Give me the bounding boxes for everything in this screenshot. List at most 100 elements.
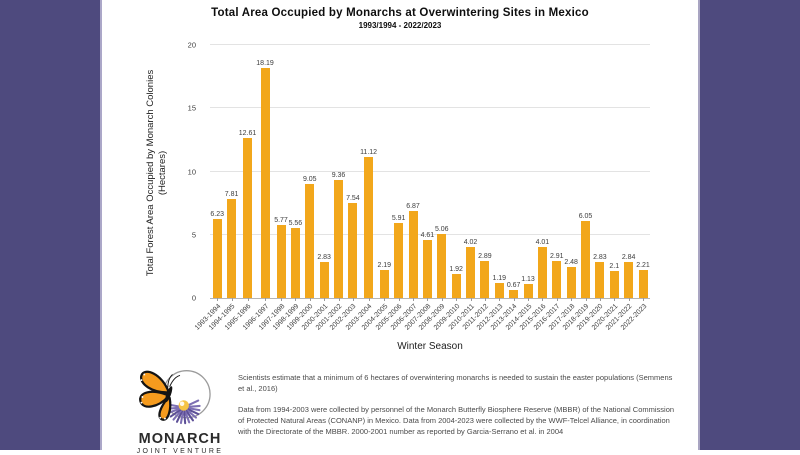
gridline (210, 107, 650, 109)
bar-slot: 7.81 1994-1995 (208, 45, 239, 331)
bar (276, 225, 286, 298)
x-tickmark (247, 298, 249, 301)
bar-value-label: 2.21 (636, 262, 650, 270)
butterfly-icon (139, 370, 181, 421)
flower-center-highlight (179, 401, 185, 407)
monarch-joint-venture-logo: MONARCH JOINT VENTURE (132, 366, 228, 455)
x-tickmark (352, 298, 354, 301)
bar-value-label: 5.77 (274, 217, 288, 225)
bar-slot: 2.21 2022-2023 (619, 45, 650, 332)
bar (638, 270, 648, 298)
bar (379, 270, 389, 298)
bar (595, 262, 605, 298)
footer-notes: Scientists estimate that a minimum of 6 … (238, 366, 677, 455)
bar-slot: 1.19 2012-2013 (476, 45, 507, 332)
x-tickmark (413, 298, 414, 301)
bar-value-label: 1.19 (492, 274, 507, 282)
bar-value-label: 2.91 (549, 253, 564, 261)
x-tickmark (614, 298, 616, 301)
bar (466, 247, 475, 298)
logo-subwordmark: JOINT VENTURE (136, 448, 224, 455)
logo-graphic (139, 370, 211, 425)
x-tickmark (513, 298, 515, 301)
x-tickmark (231, 298, 233, 301)
sustainability-note: Scientists estimate that a minimum of 6 … (238, 373, 673, 394)
y-tick-label: 20 (187, 40, 196, 50)
bar (364, 157, 374, 298)
bar (509, 289, 519, 298)
bar-value-label: 2.89 (478, 253, 492, 261)
x-tickmark (217, 298, 219, 301)
x-tickmark (324, 298, 326, 301)
x-tickmark (528, 298, 529, 301)
x-tickmark (571, 298, 573, 301)
bar-slot: 5.77 1997-1998 (257, 45, 288, 332)
bar-slot: 6.05 2018-2019 (562, 45, 592, 331)
bar-value-label: 2.84 (621, 254, 636, 262)
bar-slot: 7.54 2002-2003 (329, 45, 360, 332)
bar-value-label: 2.83 (317, 254, 331, 262)
x-tickmark (470, 298, 472, 301)
x-tickmark (542, 298, 544, 301)
x-axis-label: Winter Season (397, 341, 463, 352)
bar-value-label: 2.48 (564, 258, 578, 266)
bar-slot: 2.19 2004-2005 (361, 45, 392, 331)
bar-series: 6.23 1993-1994 7.81 1994-1995 12.61 1995-1996… (194, 45, 650, 332)
y-axis-ticks: 0 5 10 15 20 (170, 41, 202, 303)
bar-value-label: 18.19 (256, 59, 274, 67)
data-source-note: Data from 1994-2003 were collected by pe… (238, 404, 675, 437)
gridline (210, 233, 650, 235)
gridline (210, 44, 650, 45)
bar (437, 234, 447, 298)
bar (494, 282, 504, 298)
y-tick-label: 0 (191, 293, 196, 303)
bar-slot: 5.56 1998-1999 (272, 45, 303, 332)
bar-slot: 6.87 2006-2007 (389, 45, 420, 332)
bar-value-label: 6.87 (406, 203, 420, 211)
x-tickmark (265, 298, 267, 301)
bar (422, 239, 432, 298)
bar-slot: 9.36 2001-2002 (315, 45, 345, 332)
x-tickmark (427, 298, 429, 301)
bar-value-label: 2.83 (593, 254, 607, 262)
bar (451, 273, 461, 298)
bar (552, 261, 562, 298)
bar (243, 138, 253, 298)
bar-value-label: 7.81 (224, 191, 239, 199)
bar (523, 283, 533, 298)
x-tickmark (585, 298, 587, 301)
bar-slot: 2.83 2000-2001 (300, 45, 331, 331)
bar (305, 183, 315, 298)
bar (212, 219, 222, 298)
bar (408, 211, 418, 298)
bar (537, 247, 547, 298)
bar-slot: 18.19 1996-1997 (241, 45, 274, 332)
bar (624, 262, 634, 298)
bar-slot: 12.61 1995-1996 (224, 45, 256, 331)
bar-value-label: 7.54 (346, 194, 360, 202)
bar-slot: 4.02 2010-2011 (447, 45, 477, 331)
bar-value-label: 5.06 (434, 226, 449, 233)
bar (581, 221, 590, 298)
bar (227, 199, 237, 298)
bar (609, 271, 619, 298)
bar (348, 202, 358, 298)
bar-slot: 2.83 2019-2020 (576, 45, 607, 331)
x-tickmark (281, 298, 282, 301)
bar-value-label: 5.56 (288, 219, 303, 227)
bar-slot: 2.89 2011-2012 (462, 45, 492, 331)
chart-subtitle: 1993/1994 - 2022/2023 (358, 21, 442, 30)
x-tickmark (599, 298, 601, 301)
bar (480, 261, 490, 298)
bar-slot: 1.13 2014-2015 (504, 45, 535, 332)
bar (566, 266, 576, 298)
bar-value-label: 1.13 (521, 275, 535, 283)
x-tickmark (338, 298, 340, 301)
bar (290, 227, 300, 298)
bar-value-label: 2.1 (609, 263, 620, 271)
bar-value-label: 0.67 (506, 281, 521, 289)
bar-slot: 4.61 2007-2008 (404, 45, 434, 332)
x-tickmark (628, 298, 630, 301)
bar-slot: 2.84 2021-2022 (605, 45, 636, 332)
bar-value-label: 2.19 (377, 262, 392, 270)
